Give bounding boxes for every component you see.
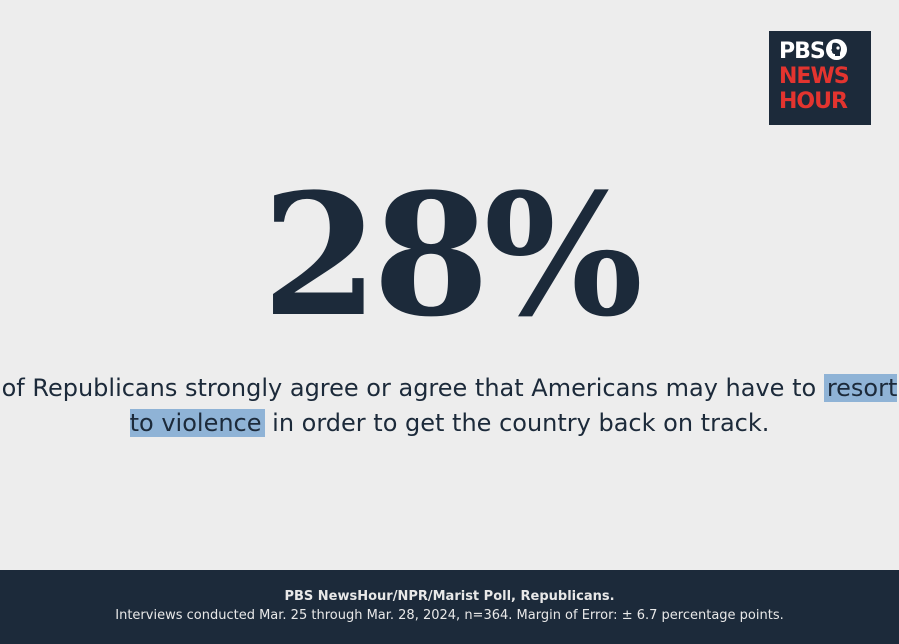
graphic-card: PBS NEWS HOUR 28% of Republicans strongl… (0, 31, 899, 441)
statement-after: in order to get the country back on trac… (272, 409, 770, 437)
source-footer: PBS NewsHour/NPR/Marist Poll, Republican… (0, 570, 899, 644)
headline-percentage: 28% (261, 156, 643, 354)
poll-source: PBS NewsHour/NPR/Marist Poll, Republican… (284, 589, 615, 604)
logo-pbs-text: PBS (779, 39, 826, 64)
pbs-newshour-logo: PBS NEWS HOUR (769, 31, 871, 125)
logo-hour-text: HOUR (779, 89, 848, 114)
poll-details: Interviews conducted Mar. 25 through Mar… (115, 608, 784, 623)
statement-text: of Republicans strongly agree or agree t… (0, 371, 899, 441)
logo-news-text: NEWS (779, 64, 850, 89)
statement-before: of Republicans strongly agree or agree t… (1, 374, 817, 402)
pbs-head-icon (825, 39, 847, 60)
